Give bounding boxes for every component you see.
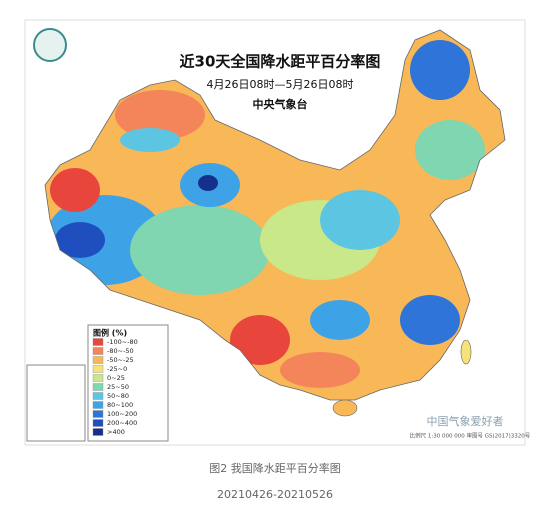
legend-swatch — [92, 365, 104, 373]
map-title: 近30天全国降水距平百分率图 — [180, 53, 381, 71]
legend-label: >400 — [107, 428, 125, 436]
legend-swatch — [92, 401, 104, 409]
logo — [33, 28, 67, 62]
legend-swatch — [92, 338, 104, 346]
legend-label: 100~200 — [107, 410, 137, 418]
legend-swatch — [92, 419, 104, 427]
legend: -100~-80-80~-50-50~-25-25~00~2525~5050~8… — [92, 338, 138, 436]
border — [44, 29, 506, 401]
taiwan — [460, 339, 472, 365]
legend-swatch — [92, 392, 104, 400]
footnote: 比例尺 1:30 000 000 审图号 GS(2017)3320号 — [410, 432, 531, 440]
legend-label: 50~80 — [107, 392, 129, 400]
legend-swatch — [92, 410, 104, 418]
hainan — [332, 399, 358, 417]
issuer: 中央气象台 — [253, 97, 308, 111]
legend-label: -25~0 — [107, 365, 127, 373]
legend-label: 25~50 — [107, 383, 129, 391]
caption-line1: 图2 我国降水距平百分率图 — [209, 462, 341, 475]
legend-label: 80~100 — [107, 401, 133, 409]
legend-swatch — [92, 347, 104, 355]
legend-swatch — [92, 383, 104, 391]
legend-label: 0~25 — [107, 374, 125, 382]
legend-label: -100~-80 — [107, 338, 138, 346]
map-subtitle: 4月26日08时—5月26日08时 — [207, 78, 354, 91]
legend-swatch — [92, 428, 104, 436]
inset-map — [26, 364, 86, 442]
legend-title: 图例 (%) — [93, 328, 127, 338]
watermark: 中国气象爱好者 — [427, 414, 504, 428]
legend-label: -50~-25 — [107, 356, 134, 364]
caption-line2: 20210426-20210526 — [217, 488, 333, 501]
map: 近30天全国降水距平百分率图 4月26日08时—5月26日08时 中央气象台 图… — [24, 19, 531, 446]
legend-label: 200~400 — [107, 419, 137, 427]
legend-label: -80~-50 — [107, 347, 134, 355]
legend-swatch — [92, 356, 104, 364]
legend-swatch — [92, 374, 104, 382]
